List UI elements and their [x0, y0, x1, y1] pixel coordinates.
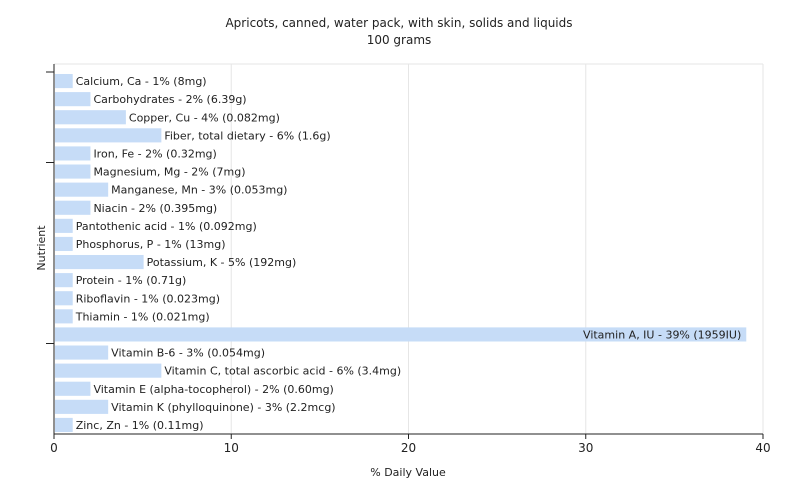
chart-subtitle: 100 grams	[367, 33, 432, 47]
bar-label: Thiamin - 1% (0.021mg)	[75, 310, 210, 323]
bar	[55, 200, 91, 215]
bar-label: Vitamin E (alpha-tocopherol) - 2% (0.60m…	[93, 383, 333, 396]
bar	[55, 273, 73, 288]
bar-label: Manganese, Mn - 3% (0.053mg)	[111, 184, 287, 197]
bar-label: Pantothenic acid - 1% (0.092mg)	[76, 220, 257, 233]
bar	[55, 254, 144, 270]
x-tick-label: 30	[578, 441, 593, 455]
bar	[55, 236, 73, 252]
bar	[55, 399, 109, 414]
bar-label: Calcium, Ca - 1% (8mg)	[76, 75, 207, 88]
bar	[55, 92, 91, 107]
chart-title: Apricots, canned, water pack, with skin,…	[225, 16, 572, 30]
bar-label: Vitamin K (phylloquinone) - 3% (2.2mcg)	[111, 401, 335, 414]
bar-label: Fiber, total dietary - 6% (1.6g)	[164, 129, 330, 142]
bar-label: Iron, Fe - 2% (0.32mg)	[93, 147, 216, 160]
bar-label: Vitamin A, IU - 39% (1959IU)	[583, 328, 741, 341]
axes: 0 10 20 30 40	[46, 64, 771, 455]
bar	[55, 110, 126, 125]
bars: Calcium, Ca - 1% (8mg) Carbohydrates - 2%…	[55, 73, 747, 433]
bar	[55, 73, 73, 89]
x-axis-label: % Daily Value	[370, 466, 446, 479]
bar	[55, 218, 73, 233]
bar-label: Carbohydrates - 2% (6.39g)	[93, 93, 246, 106]
y-axis-label: Nutrient	[35, 225, 48, 271]
x-tick-label: 20	[401, 441, 416, 455]
bar-label: Protein - 1% (0.71g)	[76, 274, 187, 287]
bar	[55, 363, 162, 378]
bar-label: Vitamin B-6 - 3% (0.054mg)	[111, 347, 265, 360]
bar-label: Niacin - 2% (0.395mg)	[93, 202, 217, 215]
bar-label: Potassium, K - 5% (192mg)	[147, 256, 297, 269]
bar	[55, 381, 91, 396]
x-tick-label: 10	[224, 441, 239, 455]
bar-label: Vitamin C, total ascorbic acid - 6% (3.4…	[164, 365, 401, 378]
bar	[55, 417, 73, 433]
bar-label: Magnesium, Mg - 2% (7mg)	[93, 166, 245, 179]
bar	[55, 291, 73, 306]
bar-label: Zinc, Zn - 1% (0.11mg)	[76, 419, 204, 432]
bar	[55, 309, 73, 324]
bar	[55, 128, 162, 143]
bar	[55, 182, 109, 197]
bar	[55, 164, 91, 179]
bar-label: Riboflavin - 1% (0.023mg)	[76, 292, 220, 305]
bar	[55, 146, 91, 161]
bar	[55, 327, 747, 342]
bar-label: Copper, Cu - 4% (0.082mg)	[129, 111, 280, 124]
x-tick-label: 0	[50, 441, 58, 455]
x-tick-label: 40	[755, 441, 770, 455]
bar-label: Phosphorus, P - 1% (13mg)	[76, 238, 226, 251]
bar	[55, 345, 109, 360]
grid-lines	[54, 63, 764, 434]
